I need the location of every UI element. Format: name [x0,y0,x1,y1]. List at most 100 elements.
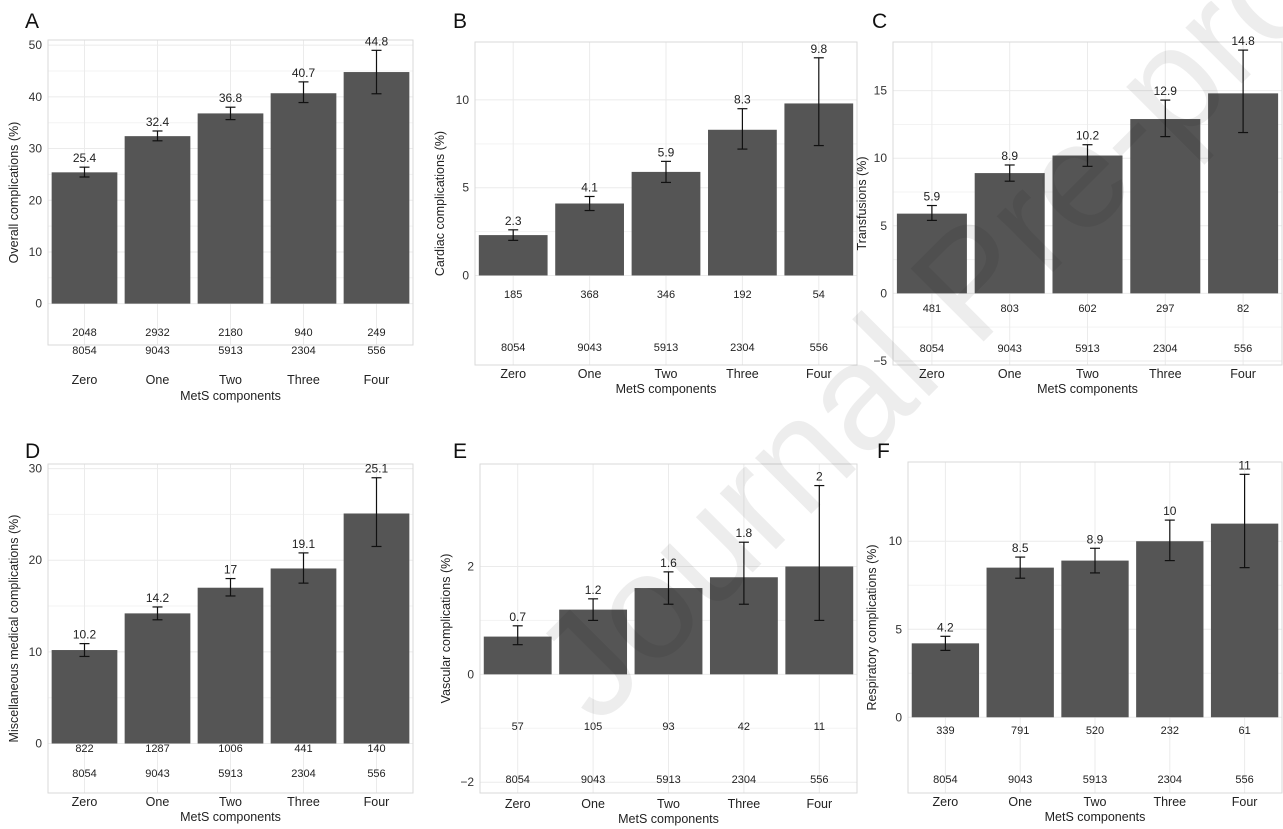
y-tick-label: −5 [873,354,887,368]
event-count: 602 [1078,303,1096,315]
y-axis-title: Transfusions (%) [855,156,869,250]
panel-letter: D [25,440,40,463]
value-label: 19.1 [292,537,316,551]
x-axis-title: MetS components [618,812,719,826]
total-count: 9043 [145,768,169,780]
value-label: 32.4 [146,115,170,129]
event-count: 441 [294,743,312,755]
event-count: 192 [733,289,751,301]
panel-d: 0 10 20 30 10.2 822 8054 Zero 14.2 1287 9043 One 17 1… [7,440,414,824]
x-tick-label: Zero [72,373,98,387]
x-tick-label: Two [655,367,678,381]
plot-border [47,463,414,794]
bar [986,567,1054,718]
total-count: 2304 [291,768,315,780]
x-tick-label: One [1008,795,1032,809]
total-count: 8054 [72,768,96,780]
value-label: 11 [1238,458,1251,472]
x-tick-label: Three [287,373,320,387]
total-count: 5913 [218,345,242,357]
value-label: 8.3 [734,93,751,107]
x-axis-title: MetS components [180,389,281,403]
x-tick-label: Four [806,367,832,381]
y-axis-title: Miscellaneous medical complications (%) [7,515,21,743]
total-count: 556 [810,342,828,354]
event-count: 57 [512,721,524,733]
x-tick-label: Three [728,797,761,811]
total-count: 5913 [1083,774,1107,786]
total-count: 5913 [654,342,678,354]
event-count: 297 [1156,303,1174,315]
bar [1052,155,1123,294]
event-count: 339 [936,725,954,737]
event-count: 481 [923,303,941,315]
bar [197,587,264,744]
x-tick-label: Four [364,373,390,387]
total-count: 9043 [577,342,601,354]
bar [1130,119,1201,294]
value-label: 1.8 [736,526,753,540]
x-tick-label: Two [657,797,680,811]
plot-border [892,41,1283,366]
value-label: 12.9 [1154,84,1178,98]
x-tick-label: Two [1076,367,1099,381]
total-count: 8054 [933,774,957,786]
y-axis-title: Vascular complications (%) [439,554,453,704]
total-count: 8054 [505,774,529,786]
value-label: 0.7 [509,610,526,624]
value-label: 8.5 [1012,541,1029,555]
event-count: 54 [813,289,825,301]
event-count: 940 [294,327,312,339]
event-count: 520 [1086,725,1104,737]
y-tick-label: 0 [462,268,469,282]
x-tick-label: Two [1084,795,1107,809]
value-label: 10.2 [1076,129,1100,143]
x-tick-label: One [998,367,1022,381]
y-tick-label: 15 [874,84,888,98]
y-tick-label: 0 [35,737,42,751]
panel-letter: A [25,10,39,33]
value-label: 2 [816,470,823,484]
total-count: 2304 [730,342,754,354]
y-axis-title: Overall complications (%) [7,122,21,264]
y-axis-title: Cardiac complications (%) [433,131,447,276]
total-count: 2304 [1153,343,1177,355]
event-count: 42 [738,721,750,733]
x-tick-label: One [146,373,170,387]
x-tick-label: Zero [933,795,959,809]
value-label: 10 [1163,504,1177,518]
bar [631,171,701,276]
y-tick-label: 10 [889,534,903,548]
event-count: 140 [367,743,385,755]
x-tick-label: Three [287,795,320,809]
total-count: 556 [1235,774,1253,786]
value-label: 10.2 [73,628,97,642]
y-tick-label: −2 [460,775,474,789]
total-count: 556 [810,774,828,786]
event-count: 1006 [218,743,242,755]
y-tick-label: 20 [29,553,43,567]
panel-a: 0 10 20 30 40 50 25.4 2048 8054 Zero 32.4 2932 9043 O… [7,10,414,403]
value-label: 9.8 [810,42,827,56]
y-tick-label: 5 [462,181,469,195]
total-count: 2304 [291,345,315,357]
y-tick-label: 5 [880,219,887,233]
y-tick-label: 40 [29,90,43,104]
panel-e: −2 0 2 0.7 57 8054 Zero 1.2 105 9043 One 1.6 93 5913 T… [439,440,858,826]
bar [478,235,548,276]
y-tick-label: 2 [467,559,474,573]
bar [896,213,967,294]
y-axis-title: Respiratory complications (%) [865,544,879,710]
value-label: 36.8 [219,91,243,105]
event-count: 61 [1238,725,1250,737]
value-label: 5.9 [924,190,941,204]
event-count: 11 [814,721,825,733]
value-label: 14.8 [1231,34,1255,48]
y-tick-label: 0 [895,710,902,724]
bar [124,136,191,304]
panel-letter: E [453,440,467,463]
x-tick-label: Zero [500,367,526,381]
x-tick-label: Three [726,367,759,381]
y-tick-label: 5 [895,622,902,636]
